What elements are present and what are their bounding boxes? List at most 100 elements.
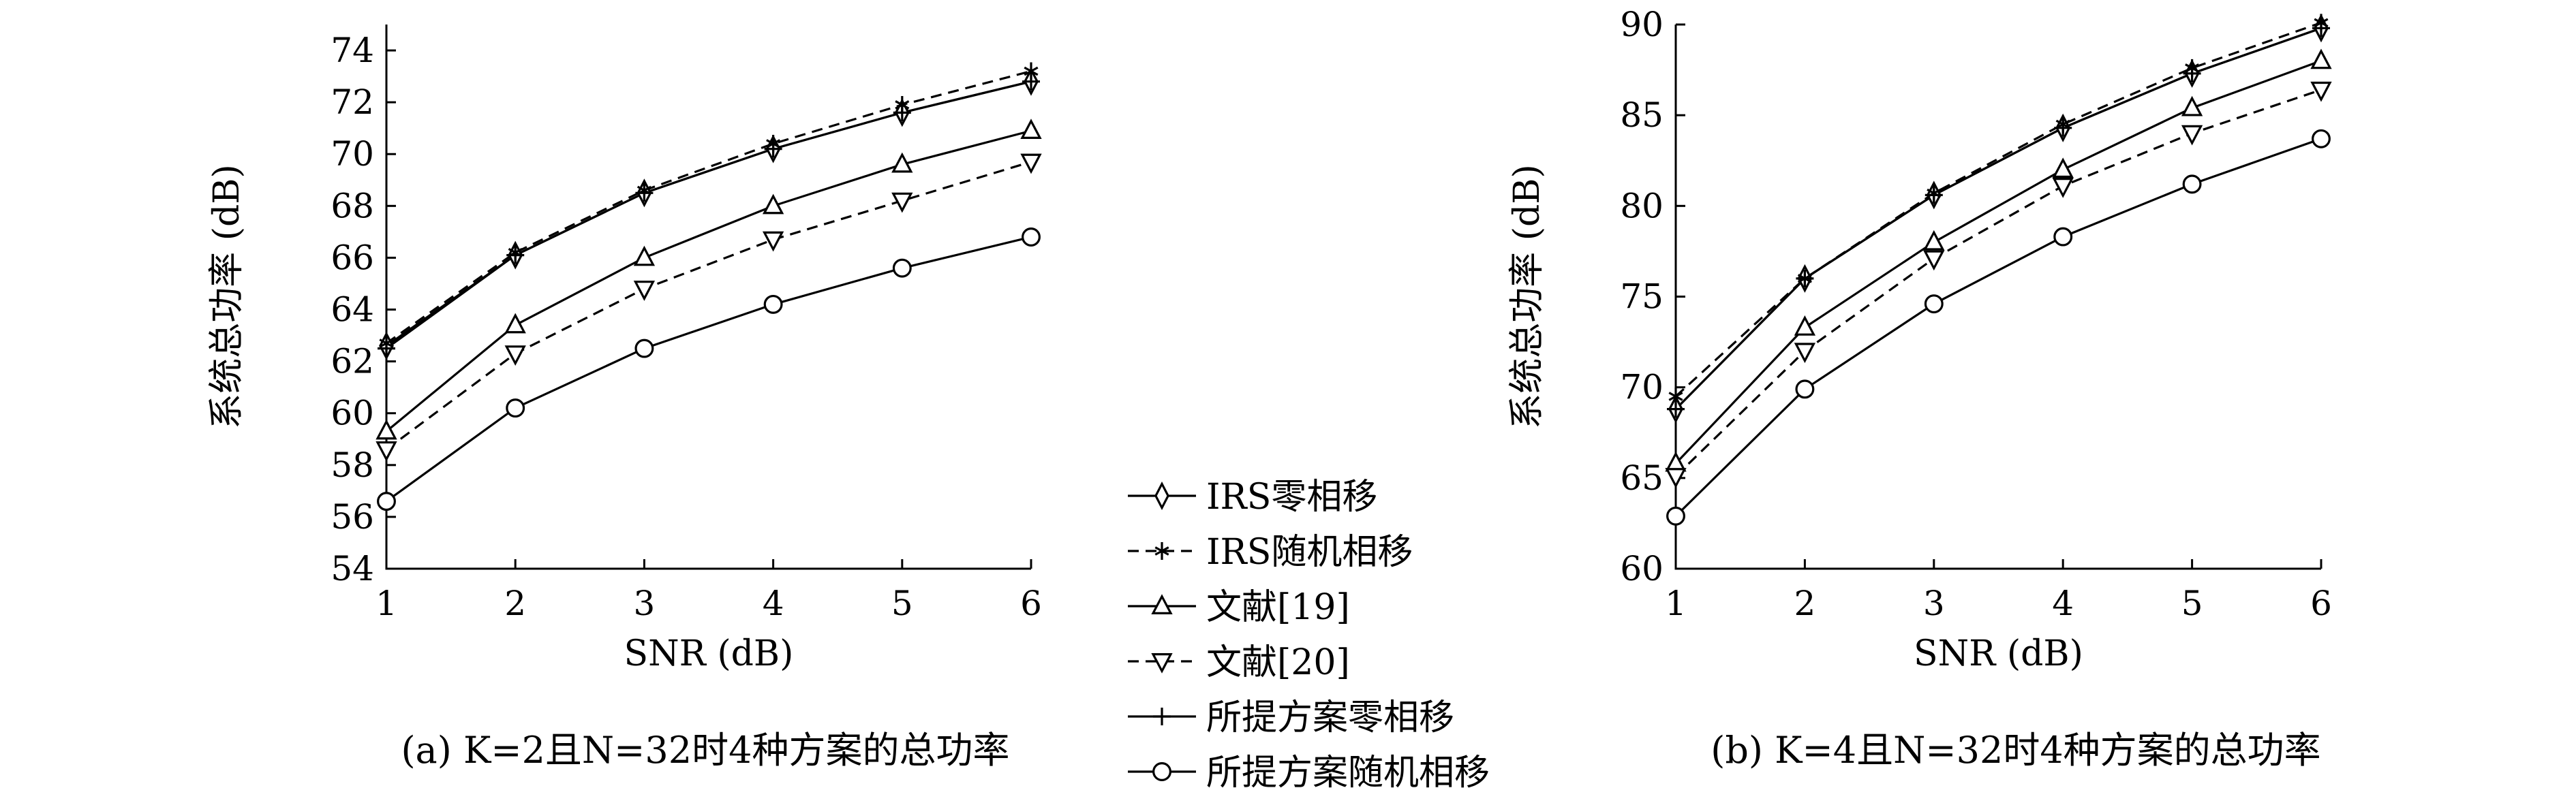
data-point	[2182, 174, 2202, 194]
data-point	[2310, 81, 2332, 102]
data-point	[635, 184, 654, 202]
legend-marker	[1153, 708, 1171, 725]
data-point	[762, 231, 784, 252]
data-point	[1925, 186, 1943, 204]
x-tick-label: 3	[633, 584, 655, 623]
series-line	[386, 80, 1032, 347]
figure-caption: (a) K=2且N=32时4种方案的总功率	[401, 729, 1009, 772]
data-point	[1022, 227, 1041, 247]
data-point	[1665, 468, 1687, 488]
legend-label: IRS零相移	[1206, 477, 1377, 518]
data-point	[375, 441, 397, 462]
data-point	[893, 104, 911, 122]
series-line	[1674, 59, 2322, 464]
data-point	[2312, 129, 2331, 148]
y-tick-label: 60	[331, 394, 374, 433]
y-tick-label: 85	[1620, 95, 1663, 135]
y-tick-label: 72	[331, 82, 374, 122]
legend-marker	[1151, 594, 1173, 615]
x-tick-label: 2	[504, 584, 526, 623]
data-point	[378, 339, 395, 358]
data-point	[891, 192, 913, 213]
legend-label: IRS随机相移	[1206, 532, 1413, 573]
y-tick-label: 54	[331, 549, 374, 588]
data-point	[2052, 157, 2074, 178]
data-point	[633, 281, 656, 301]
data-point	[504, 313, 526, 334]
data-point	[1795, 379, 1815, 399]
data-point	[1020, 153, 1042, 174]
y-tick-label: 58	[331, 445, 374, 485]
y-tick-label: 56	[331, 497, 374, 537]
series-line	[1674, 89, 2322, 477]
x-tick-label: 6	[1020, 584, 1042, 623]
data-point	[1924, 294, 1944, 314]
x-tick-label: 1	[1665, 584, 1687, 623]
data-point	[764, 140, 782, 158]
y-tick-label: 80	[1620, 186, 1663, 225]
x-axis-title: SNR (dB)	[1914, 633, 2083, 674]
data-point	[762, 193, 784, 215]
legend-label: 文献[20]	[1206, 642, 1350, 683]
data-point	[1923, 250, 1945, 271]
data-point	[504, 345, 526, 366]
x-tick-label: 1	[375, 584, 397, 623]
series-line	[1674, 21, 2322, 398]
data-point	[634, 338, 654, 358]
data-point	[1796, 269, 1814, 287]
y-tick-label: 70	[1620, 368, 1663, 407]
legend-label: 所提方案随机相移	[1206, 753, 1490, 788]
legend-marker	[1154, 481, 1169, 511]
y-tick-label: 90	[1620, 5, 1663, 44]
x-axis-title: SNR (dB)	[624, 633, 794, 674]
data-point	[2181, 95, 2203, 116]
x-tick-label: 5	[2181, 584, 2203, 623]
legend-label: 文献[19]	[1206, 587, 1350, 628]
y-tick-label: 70	[331, 134, 374, 174]
data-point	[2052, 178, 2074, 198]
data-point	[891, 152, 913, 173]
data-point	[2183, 64, 2201, 82]
data-point	[2053, 227, 2073, 247]
axis-frame	[1674, 25, 2321, 570]
series-line	[1674, 27, 2322, 410]
series-line	[386, 69, 1032, 345]
y-tick-label: 66	[331, 238, 374, 277]
series-line	[386, 236, 1032, 503]
data-point	[1020, 119, 1042, 139]
y-axis-title: 系统总功率 (dB)	[206, 164, 247, 429]
chart-b: 1 2 3 4 5 6 60 65 70 75 80 85 90 SNR (dB) 系统总功率 (dB) (b…	[1507, 5, 2332, 772]
series-line	[386, 80, 1032, 349]
data-point	[1794, 343, 1816, 364]
data-point	[1794, 315, 1816, 336]
data-point	[2310, 48, 2332, 69]
y-tick-label: 75	[1620, 277, 1663, 317]
y-tick-label: 64	[331, 290, 374, 330]
data-point	[377, 492, 396, 511]
data-point	[2181, 125, 2203, 146]
x-tick-label: 2	[1794, 584, 1815, 623]
legend-marker	[1151, 652, 1173, 674]
legend-marker	[1152, 762, 1171, 781]
y-tick-label: 74	[331, 31, 374, 70]
series-line	[1674, 27, 2322, 410]
data-point	[1022, 72, 1040, 91]
data-point	[1667, 400, 1685, 418]
series-line	[385, 129, 1032, 432]
y-tick-label: 68	[331, 186, 374, 225]
legend-label: 所提方案零相移	[1206, 697, 1454, 738]
axis-frame	[385, 25, 1031, 570]
data-point	[1923, 230, 1945, 251]
data-point	[633, 245, 656, 266]
y-axis-title: 系统总功率 (dB)	[1507, 164, 1548, 429]
x-tick-label: 4	[763, 584, 784, 623]
x-tick-label: 6	[2310, 584, 2332, 623]
y-tick-label: 62	[331, 342, 374, 381]
figure-caption: (b) K=4且N=32时4种方案的总功率	[1711, 729, 2320, 772]
y-tick-label: 60	[1620, 549, 1663, 588]
x-tick-label: 3	[1923, 584, 1945, 623]
legend-marker	[1154, 542, 1169, 560]
data-point	[2054, 119, 2072, 137]
